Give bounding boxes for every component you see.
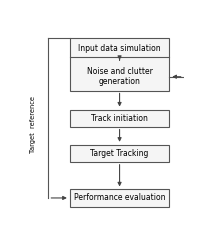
Text: Target Tracking: Target Tracking	[90, 149, 149, 158]
FancyBboxPatch shape	[70, 145, 169, 162]
Text: Noise and clutter
generation: Noise and clutter generation	[87, 67, 153, 86]
Text: Performance evaluation: Performance evaluation	[74, 193, 165, 203]
FancyBboxPatch shape	[70, 38, 169, 90]
Text: Input data simulation: Input data simulation	[78, 44, 161, 53]
Text: Track initiation: Track initiation	[91, 114, 148, 123]
FancyBboxPatch shape	[70, 109, 169, 127]
FancyBboxPatch shape	[70, 189, 169, 206]
Text: Target  reference: Target reference	[30, 96, 36, 153]
